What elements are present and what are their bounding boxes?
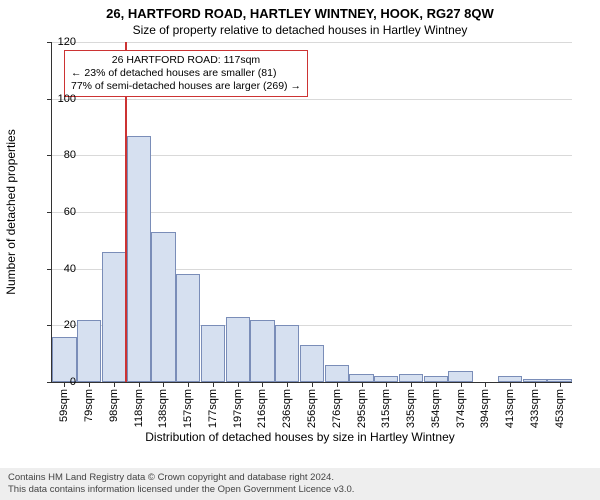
histogram-bar (151, 232, 175, 382)
x-tick-mark (163, 382, 164, 387)
x-tick-label: 315sqm (380, 389, 392, 428)
x-tick-label: 413sqm (504, 389, 516, 428)
y-tick-label: 80 (46, 149, 76, 161)
x-tick-label: 118sqm (133, 389, 145, 427)
x-tick-mark (114, 382, 115, 387)
x-tick-label: 354sqm (430, 389, 442, 428)
histogram-bar (300, 345, 324, 382)
x-axis-label: Distribution of detached houses by size … (0, 430, 600, 444)
x-tick-mark (510, 382, 511, 387)
histogram-bar (349, 374, 373, 383)
y-tick-label: 40 (46, 263, 76, 275)
histogram-bar (127, 136, 151, 383)
annotation-line: 26 HARTFORD ROAD: 117sqm (71, 54, 301, 67)
x-tick-label: 59sqm (58, 389, 70, 422)
chart-container: Number of detached properties 59sqm79sqm… (0, 42, 600, 442)
x-tick-label: 98sqm (108, 389, 120, 422)
x-tick-mark (262, 382, 263, 387)
histogram-bar (448, 371, 472, 382)
x-tick-label: 453sqm (554, 389, 566, 428)
x-tick-mark (386, 382, 387, 387)
x-tick-mark (139, 382, 140, 387)
x-tick-mark (238, 382, 239, 387)
chart-title-sub: Size of property relative to detached ho… (0, 21, 600, 37)
x-tick-mark (485, 382, 486, 387)
y-tick-label: 100 (46, 93, 76, 105)
footer-line-2: This data contains information licensed … (8, 484, 592, 496)
footer-line-1: Contains HM Land Registry data © Crown c… (8, 472, 592, 484)
plot-area: 59sqm79sqm98sqm118sqm138sqm157sqm177sqm1… (51, 42, 572, 383)
annotation-box: 26 HARTFORD ROAD: 117sqm← 23% of detache… (64, 50, 308, 97)
histogram-bar (325, 365, 349, 382)
x-tick-mark (560, 382, 561, 387)
x-tick-label: 157sqm (182, 389, 194, 428)
x-tick-label: 335sqm (405, 389, 417, 428)
x-tick-mark (287, 382, 288, 387)
x-tick-mark (312, 382, 313, 387)
x-tick-label: 276sqm (331, 389, 343, 428)
x-tick-mark (89, 382, 90, 387)
footer-attribution: Contains HM Land Registry data © Crown c… (0, 468, 600, 500)
annotation-line: ← 23% of detached houses are smaller (81… (71, 67, 301, 80)
x-tick-mark (362, 382, 363, 387)
x-tick-mark (213, 382, 214, 387)
y-tick-label: 120 (46, 36, 76, 48)
x-tick-label: 236sqm (281, 389, 293, 428)
x-tick-label: 197sqm (232, 389, 244, 428)
histogram-bar (250, 320, 274, 382)
x-tick-label: 79sqm (83, 389, 95, 422)
histogram-bar (102, 252, 126, 382)
histogram-bar (399, 374, 423, 383)
grid-line (52, 99, 572, 100)
x-tick-label: 374sqm (455, 389, 467, 428)
histogram-bar (201, 325, 225, 382)
histogram-bar (275, 325, 299, 382)
x-tick-mark (188, 382, 189, 387)
x-tick-mark (337, 382, 338, 387)
histogram-bar (77, 320, 101, 382)
y-tick-label: 0 (46, 376, 76, 388)
x-tick-label: 138sqm (157, 389, 169, 428)
x-tick-label: 216sqm (256, 389, 268, 428)
chart-title-main: 26, HARTFORD ROAD, HARTLEY WINTNEY, HOOK… (0, 0, 600, 21)
histogram-bar (176, 274, 200, 382)
x-tick-mark (535, 382, 536, 387)
y-tick-label: 20 (46, 319, 76, 331)
x-tick-label: 295sqm (356, 389, 368, 428)
grid-line (52, 42, 572, 43)
x-tick-label: 256sqm (306, 389, 318, 428)
annotation-line: 77% of semi-detached houses are larger (… (71, 80, 301, 93)
x-tick-label: 433sqm (529, 389, 541, 428)
x-tick-mark (461, 382, 462, 387)
x-tick-mark (411, 382, 412, 387)
y-axis-label: Number of detached properties (4, 129, 18, 294)
x-tick-mark (436, 382, 437, 387)
x-tick-label: 177sqm (207, 389, 219, 428)
histogram-bar (226, 317, 250, 382)
x-tick-label: 394sqm (479, 389, 491, 428)
y-tick-label: 60 (46, 206, 76, 218)
